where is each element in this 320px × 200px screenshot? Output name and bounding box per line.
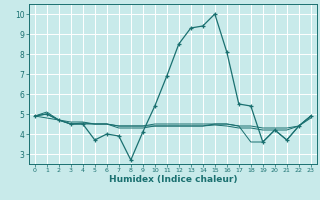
X-axis label: Humidex (Indice chaleur): Humidex (Indice chaleur)	[108, 175, 237, 184]
